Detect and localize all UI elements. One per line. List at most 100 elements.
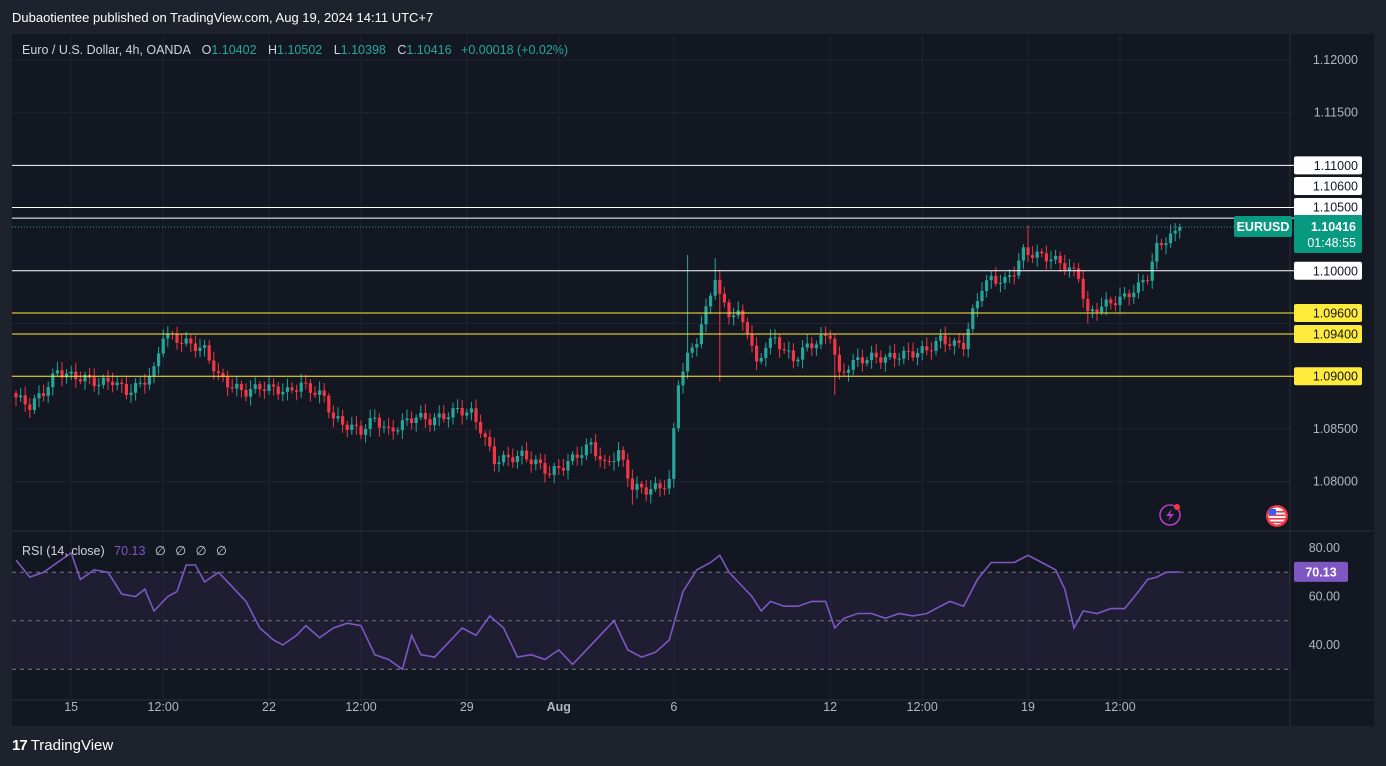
candle[interactable] bbox=[469, 401, 473, 421]
candle[interactable] bbox=[1035, 244, 1039, 267]
candle[interactable] bbox=[391, 419, 395, 440]
candle[interactable] bbox=[796, 356, 800, 367]
candle[interactable] bbox=[980, 282, 984, 308]
candle[interactable] bbox=[870, 345, 874, 369]
candle[interactable] bbox=[552, 462, 556, 484]
candle[interactable] bbox=[152, 362, 156, 384]
candle[interactable] bbox=[281, 383, 285, 402]
candle[interactable] bbox=[143, 374, 147, 394]
us-flag-icon[interactable] bbox=[1266, 505, 1288, 527]
candle[interactable] bbox=[226, 370, 230, 397]
candle[interactable] bbox=[377, 413, 381, 437]
candle[interactable] bbox=[722, 286, 726, 308]
candle[interactable] bbox=[405, 409, 409, 427]
candle[interactable] bbox=[115, 376, 119, 391]
candle[interactable] bbox=[962, 334, 966, 357]
candle[interactable] bbox=[612, 452, 616, 471]
candle[interactable] bbox=[529, 451, 533, 473]
candle[interactable] bbox=[750, 325, 754, 353]
candle[interactable] bbox=[1090, 305, 1094, 319]
candle[interactable] bbox=[718, 270, 722, 382]
candle[interactable] bbox=[851, 354, 855, 376]
candle[interactable] bbox=[736, 301, 740, 319]
candle[interactable] bbox=[465, 408, 469, 420]
candle[interactable] bbox=[272, 378, 276, 396]
candle[interactable] bbox=[778, 333, 782, 358]
candle[interactable] bbox=[534, 455, 538, 471]
candle[interactable] bbox=[1031, 246, 1035, 264]
candle[interactable] bbox=[860, 349, 864, 372]
candle[interactable] bbox=[55, 361, 59, 377]
candle[interactable] bbox=[345, 420, 349, 438]
candle[interactable] bbox=[28, 397, 32, 418]
candle[interactable] bbox=[768, 329, 772, 355]
candle[interactable] bbox=[400, 413, 404, 440]
candle[interactable] bbox=[603, 454, 607, 470]
candle[interactable] bbox=[235, 376, 239, 397]
candle[interactable] bbox=[548, 466, 552, 479]
candle[interactable] bbox=[170, 330, 174, 340]
candle[interactable] bbox=[239, 380, 243, 398]
candle[interactable] bbox=[837, 346, 841, 380]
candle[interactable] bbox=[975, 293, 979, 318]
candle[interactable] bbox=[60, 361, 64, 387]
candle[interactable] bbox=[690, 343, 694, 358]
candle[interactable] bbox=[727, 299, 731, 325]
candle[interactable] bbox=[341, 409, 345, 433]
candle[interactable] bbox=[515, 450, 519, 469]
candle[interactable] bbox=[1081, 270, 1085, 308]
candle[interactable] bbox=[1072, 262, 1076, 277]
candle[interactable] bbox=[51, 368, 55, 396]
candle[interactable] bbox=[249, 380, 253, 406]
candle[interactable] bbox=[410, 411, 414, 430]
candle[interactable] bbox=[1127, 289, 1131, 306]
candle[interactable] bbox=[497, 455, 501, 473]
candle[interactable] bbox=[759, 353, 763, 365]
candle[interactable] bbox=[203, 339, 207, 357]
candle[interactable] bbox=[83, 371, 87, 390]
candle[interactable] bbox=[506, 446, 510, 467]
candle[interactable] bbox=[382, 420, 386, 433]
candle[interactable] bbox=[584, 438, 588, 461]
candle[interactable] bbox=[1095, 302, 1099, 321]
candle[interactable] bbox=[1049, 250, 1053, 270]
candle[interactable] bbox=[290, 382, 294, 394]
candle[interactable] bbox=[814, 340, 818, 356]
candle[interactable] bbox=[538, 453, 542, 470]
candle[interactable] bbox=[1054, 249, 1058, 265]
candle[interactable] bbox=[1086, 290, 1090, 324]
candle[interactable] bbox=[336, 407, 340, 423]
candle[interactable] bbox=[1077, 262, 1081, 283]
candle[interactable] bbox=[230, 378, 234, 393]
candle[interactable] bbox=[957, 333, 961, 349]
candle[interactable] bbox=[764, 342, 768, 367]
candle[interactable] bbox=[428, 413, 432, 432]
candle[interactable] bbox=[442, 404, 446, 423]
rsi-line[interactable] bbox=[15, 551, 1180, 671]
candle[interactable] bbox=[1118, 287, 1122, 314]
candle[interactable] bbox=[1003, 272, 1007, 290]
candle[interactable] bbox=[929, 342, 933, 360]
candle[interactable] bbox=[948, 336, 952, 351]
candle[interactable] bbox=[14, 390, 18, 407]
candle[interactable] bbox=[865, 356, 869, 367]
candle[interactable] bbox=[911, 342, 915, 362]
candle[interactable] bbox=[1136, 273, 1140, 299]
candle[interactable] bbox=[97, 377, 101, 395]
candle[interactable] bbox=[810, 337, 814, 357]
candle[interactable] bbox=[653, 476, 657, 492]
candle[interactable] bbox=[939, 328, 943, 349]
candle[interactable] bbox=[502, 450, 506, 467]
candle[interactable] bbox=[874, 343, 878, 364]
candle[interactable] bbox=[212, 351, 216, 380]
candle[interactable] bbox=[920, 340, 924, 361]
candle[interactable] bbox=[1012, 266, 1016, 285]
candle[interactable] bbox=[433, 413, 437, 432]
candle[interactable] bbox=[387, 417, 391, 435]
candle[interactable] bbox=[285, 378, 289, 401]
candle[interactable] bbox=[244, 383, 248, 402]
candle[interactable] bbox=[1008, 269, 1012, 283]
candle[interactable] bbox=[704, 298, 708, 333]
candle[interactable] bbox=[262, 381, 266, 400]
candle[interactable] bbox=[819, 326, 823, 350]
